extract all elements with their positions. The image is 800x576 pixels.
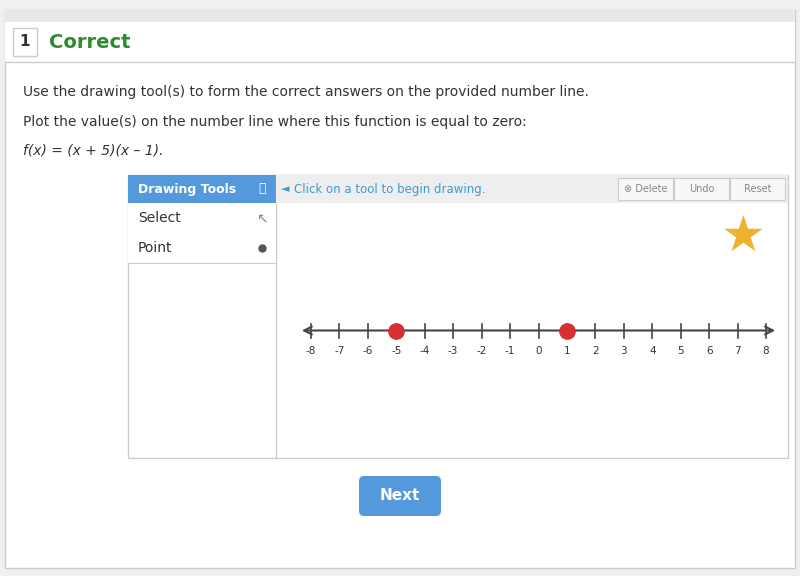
Text: 6: 6 [706, 347, 713, 357]
Bar [730, 178, 785, 200]
Text: -4: -4 [419, 347, 430, 357]
Text: 🔧: 🔧 [258, 183, 266, 195]
Bar [276, 175, 788, 203]
Bar [128, 233, 276, 263]
Bar [13, 28, 37, 56]
Text: 3: 3 [621, 347, 627, 357]
Text: f(x) = (x + 5)(x – 1).: f(x) = (x + 5)(x – 1). [23, 143, 163, 157]
Text: 0: 0 [535, 347, 542, 357]
Text: 5: 5 [678, 347, 684, 357]
Text: -3: -3 [448, 347, 458, 357]
FancyBboxPatch shape [359, 476, 441, 516]
Text: 7: 7 [734, 347, 741, 357]
Text: -8: -8 [306, 347, 316, 357]
Bar [5, 10, 795, 22]
Text: 4: 4 [649, 347, 655, 357]
Bar [618, 178, 673, 200]
Text: Select: Select [138, 211, 181, 225]
Text: -5: -5 [391, 347, 402, 357]
Text: Undo: Undo [689, 184, 714, 194]
Text: Drawing Tools: Drawing Tools [138, 183, 236, 195]
Text: ◄: ◄ [281, 184, 290, 194]
Text: 2: 2 [592, 347, 598, 357]
Text: -2: -2 [477, 347, 487, 357]
Text: Use the drawing tool(s) to form the correct answers on the provided number line.: Use the drawing tool(s) to form the corr… [23, 85, 589, 99]
Text: 8: 8 [762, 347, 770, 357]
Bar [128, 175, 276, 203]
Text: Correct: Correct [49, 32, 130, 51]
Text: -6: -6 [362, 347, 373, 357]
Text: 1: 1 [20, 35, 30, 50]
Text: ★: ★ [721, 213, 766, 261]
Text: Next: Next [380, 488, 420, 503]
Text: Reset: Reset [744, 184, 771, 194]
Text: Point: Point [138, 241, 173, 255]
Text: Plot the value(s) on the number line where this function is equal to zero:: Plot the value(s) on the number line whe… [23, 115, 526, 129]
Bar [128, 203, 276, 233]
Text: 1: 1 [564, 347, 570, 357]
Bar [674, 178, 729, 200]
Text: -1: -1 [505, 347, 515, 357]
Text: ↖: ↖ [256, 211, 268, 225]
Bar [5, 22, 795, 62]
Text: Click on a tool to begin drawing.: Click on a tool to begin drawing. [294, 183, 486, 195]
Text: ⊗ Delete: ⊗ Delete [624, 184, 667, 194]
Bar [128, 175, 788, 458]
Text: -7: -7 [334, 347, 345, 357]
